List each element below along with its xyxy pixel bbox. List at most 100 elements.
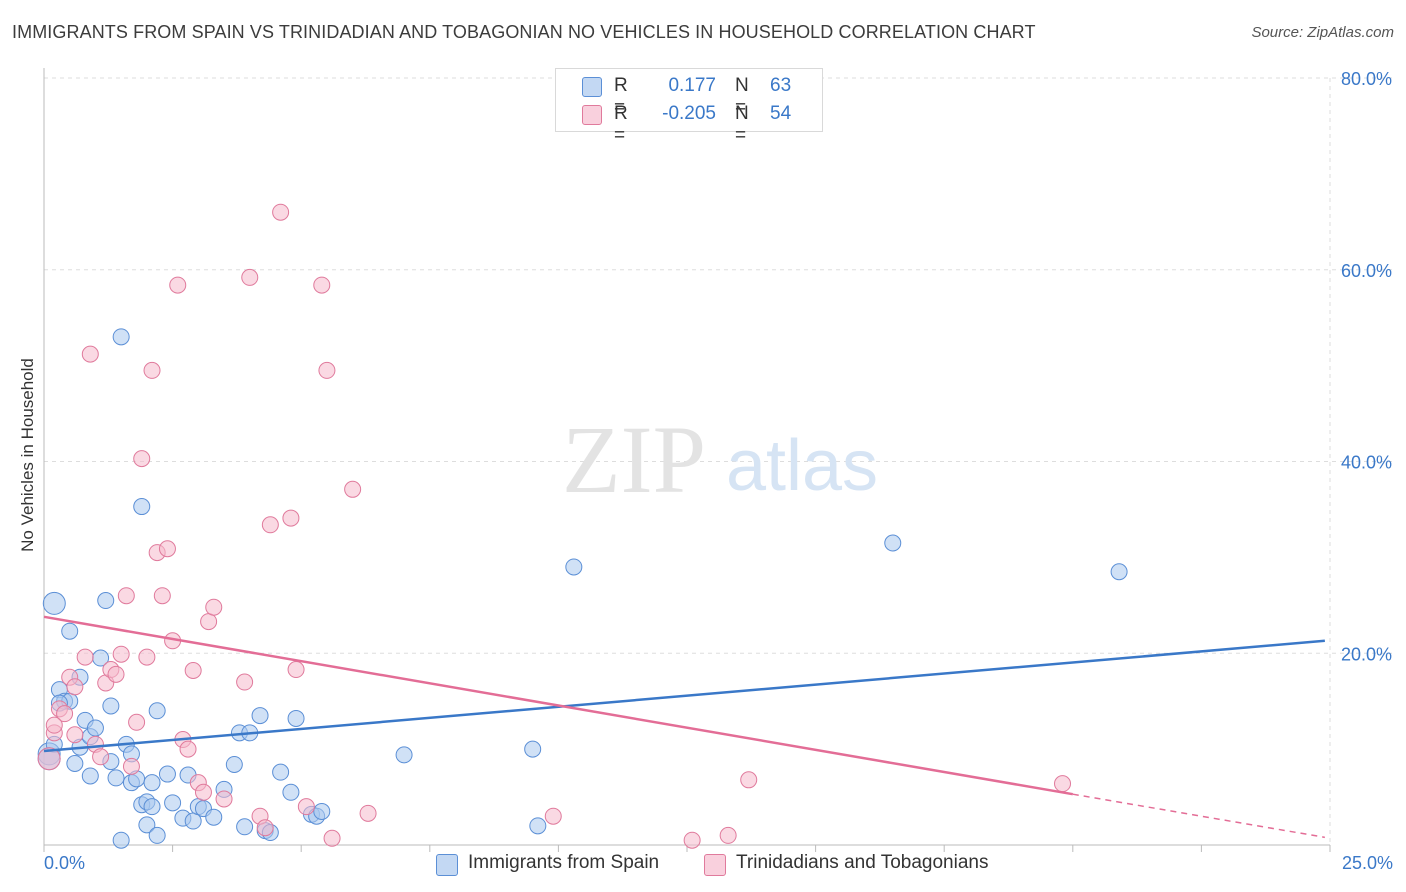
point-spain (143, 774, 161, 792)
point-trinidad (169, 276, 187, 294)
point-trinidad (261, 516, 279, 534)
watermark: ZIP atlas (562, 406, 878, 513)
point-spain (251, 707, 269, 725)
x-tick-label: 25.0% (1342, 853, 1393, 873)
point-trinidad (1054, 775, 1072, 793)
point-trinidad (143, 361, 161, 379)
point-trinidad (313, 276, 331, 294)
point-spain (112, 328, 130, 346)
legend-blue-r-value: 0.177 (668, 75, 716, 96)
point-spain (164, 794, 182, 812)
point-spain (143, 798, 161, 816)
legend-swatch-blue (582, 77, 602, 97)
point-spain (61, 622, 79, 640)
point-spain (524, 740, 542, 758)
source-label: Source: ZipAtlas.com (1251, 24, 1394, 41)
watermark-atlas: atlas (726, 426, 878, 506)
point-trinidad (153, 587, 171, 605)
y-tick-label: 60.0% (1341, 261, 1392, 281)
point-trinidad (133, 450, 151, 468)
watermark-zip: ZIP (562, 406, 706, 513)
point-trinidad (215, 790, 233, 808)
point-spain (86, 719, 104, 737)
trend-line-trinidad (43, 615, 1074, 796)
point-trinidad (683, 831, 701, 849)
trend-line-trinidad-extension (1072, 793, 1325, 839)
point-trinidad (107, 665, 125, 683)
point-spain (395, 746, 413, 764)
point-trinidad (719, 826, 737, 844)
point-trinidad (66, 678, 84, 696)
point-trinidad (117, 587, 135, 605)
point-spain (287, 709, 305, 727)
point-spain (205, 808, 223, 826)
point-trinidad (56, 705, 74, 723)
y-tick-label: 40.0% (1341, 453, 1392, 473)
point-trinidad (66, 726, 84, 744)
point-spain (225, 755, 243, 773)
point-trinidad (92, 748, 110, 766)
point-spain (133, 498, 151, 516)
stats-legend: R = 0.177 N = 63 R = -0.205 N = 54 (555, 68, 823, 146)
trend-line-spain (43, 639, 1325, 753)
point-trinidad (122, 757, 140, 775)
point-spain (66, 755, 84, 773)
bottom-legend-swatch-pink (704, 854, 726, 876)
chart-title: IMMIGRANTS FROM SPAIN VS TRINIDADIAN AND… (12, 22, 1036, 42)
y-tick-label: 20.0% (1341, 644, 1392, 664)
bottom-legend-swatch-blue (436, 854, 458, 876)
point-trinidad (282, 509, 300, 527)
legend-pink-n-value: 54 (770, 103, 792, 124)
point-spain (282, 783, 300, 801)
x-tick-label: 0.0% (44, 853, 85, 873)
point-trinidad (76, 648, 94, 666)
point-spain (102, 697, 120, 715)
point-trinidad (138, 648, 156, 666)
point-spain (97, 592, 115, 610)
legend-blue-n-label: N = (735, 75, 749, 118)
point-trinidad (256, 819, 274, 837)
point-trinidad (359, 804, 377, 822)
point-spain (529, 817, 547, 835)
legend-pink-n-label: N = (735, 103, 749, 146)
point-trinidad (241, 268, 259, 286)
point-trinidad (297, 798, 315, 816)
point-trinidad (45, 716, 63, 734)
bottom-legend-label-blue: Immigrants from Spain (468, 852, 660, 873)
point-spain (42, 591, 66, 615)
point-trinidad (205, 598, 223, 616)
point-spain (81, 767, 99, 785)
point-trinidad (287, 661, 305, 679)
point-trinidad (344, 480, 362, 498)
legend-blue-r-label: R = (614, 75, 628, 118)
point-trinidad (158, 540, 176, 558)
legend-pink-r-value: -0.205 (662, 103, 716, 124)
point-spain (107, 769, 125, 787)
point-trinidad (323, 829, 341, 847)
legend-swatch-pink (582, 105, 602, 125)
bottom-legend-label-pink: Trinidadians and Tobagonians (736, 852, 989, 873)
point-spain (1110, 563, 1128, 581)
point-trinidad (37, 747, 61, 771)
point-spain (158, 765, 176, 783)
point-trinidad (112, 645, 130, 663)
legend-pink-r-label: R = (614, 103, 628, 146)
point-trinidad (179, 740, 197, 758)
point-trinidad (81, 345, 99, 363)
point-spain (148, 826, 166, 844)
point-spain (884, 534, 902, 552)
point-trinidad (272, 203, 290, 221)
point-spain (148, 702, 166, 720)
y-tick-label: 80.0% (1341, 69, 1392, 89)
point-spain (112, 831, 130, 849)
point-spain (313, 802, 331, 820)
point-trinidad (200, 613, 218, 631)
point-spain (138, 816, 156, 834)
point-trinidad (236, 673, 254, 691)
point-trinidad (544, 807, 562, 825)
legend-blue-n-value: 63 (770, 75, 792, 96)
point-trinidad (194, 783, 212, 801)
point-trinidad (128, 713, 146, 731)
point-trinidad (318, 361, 336, 379)
